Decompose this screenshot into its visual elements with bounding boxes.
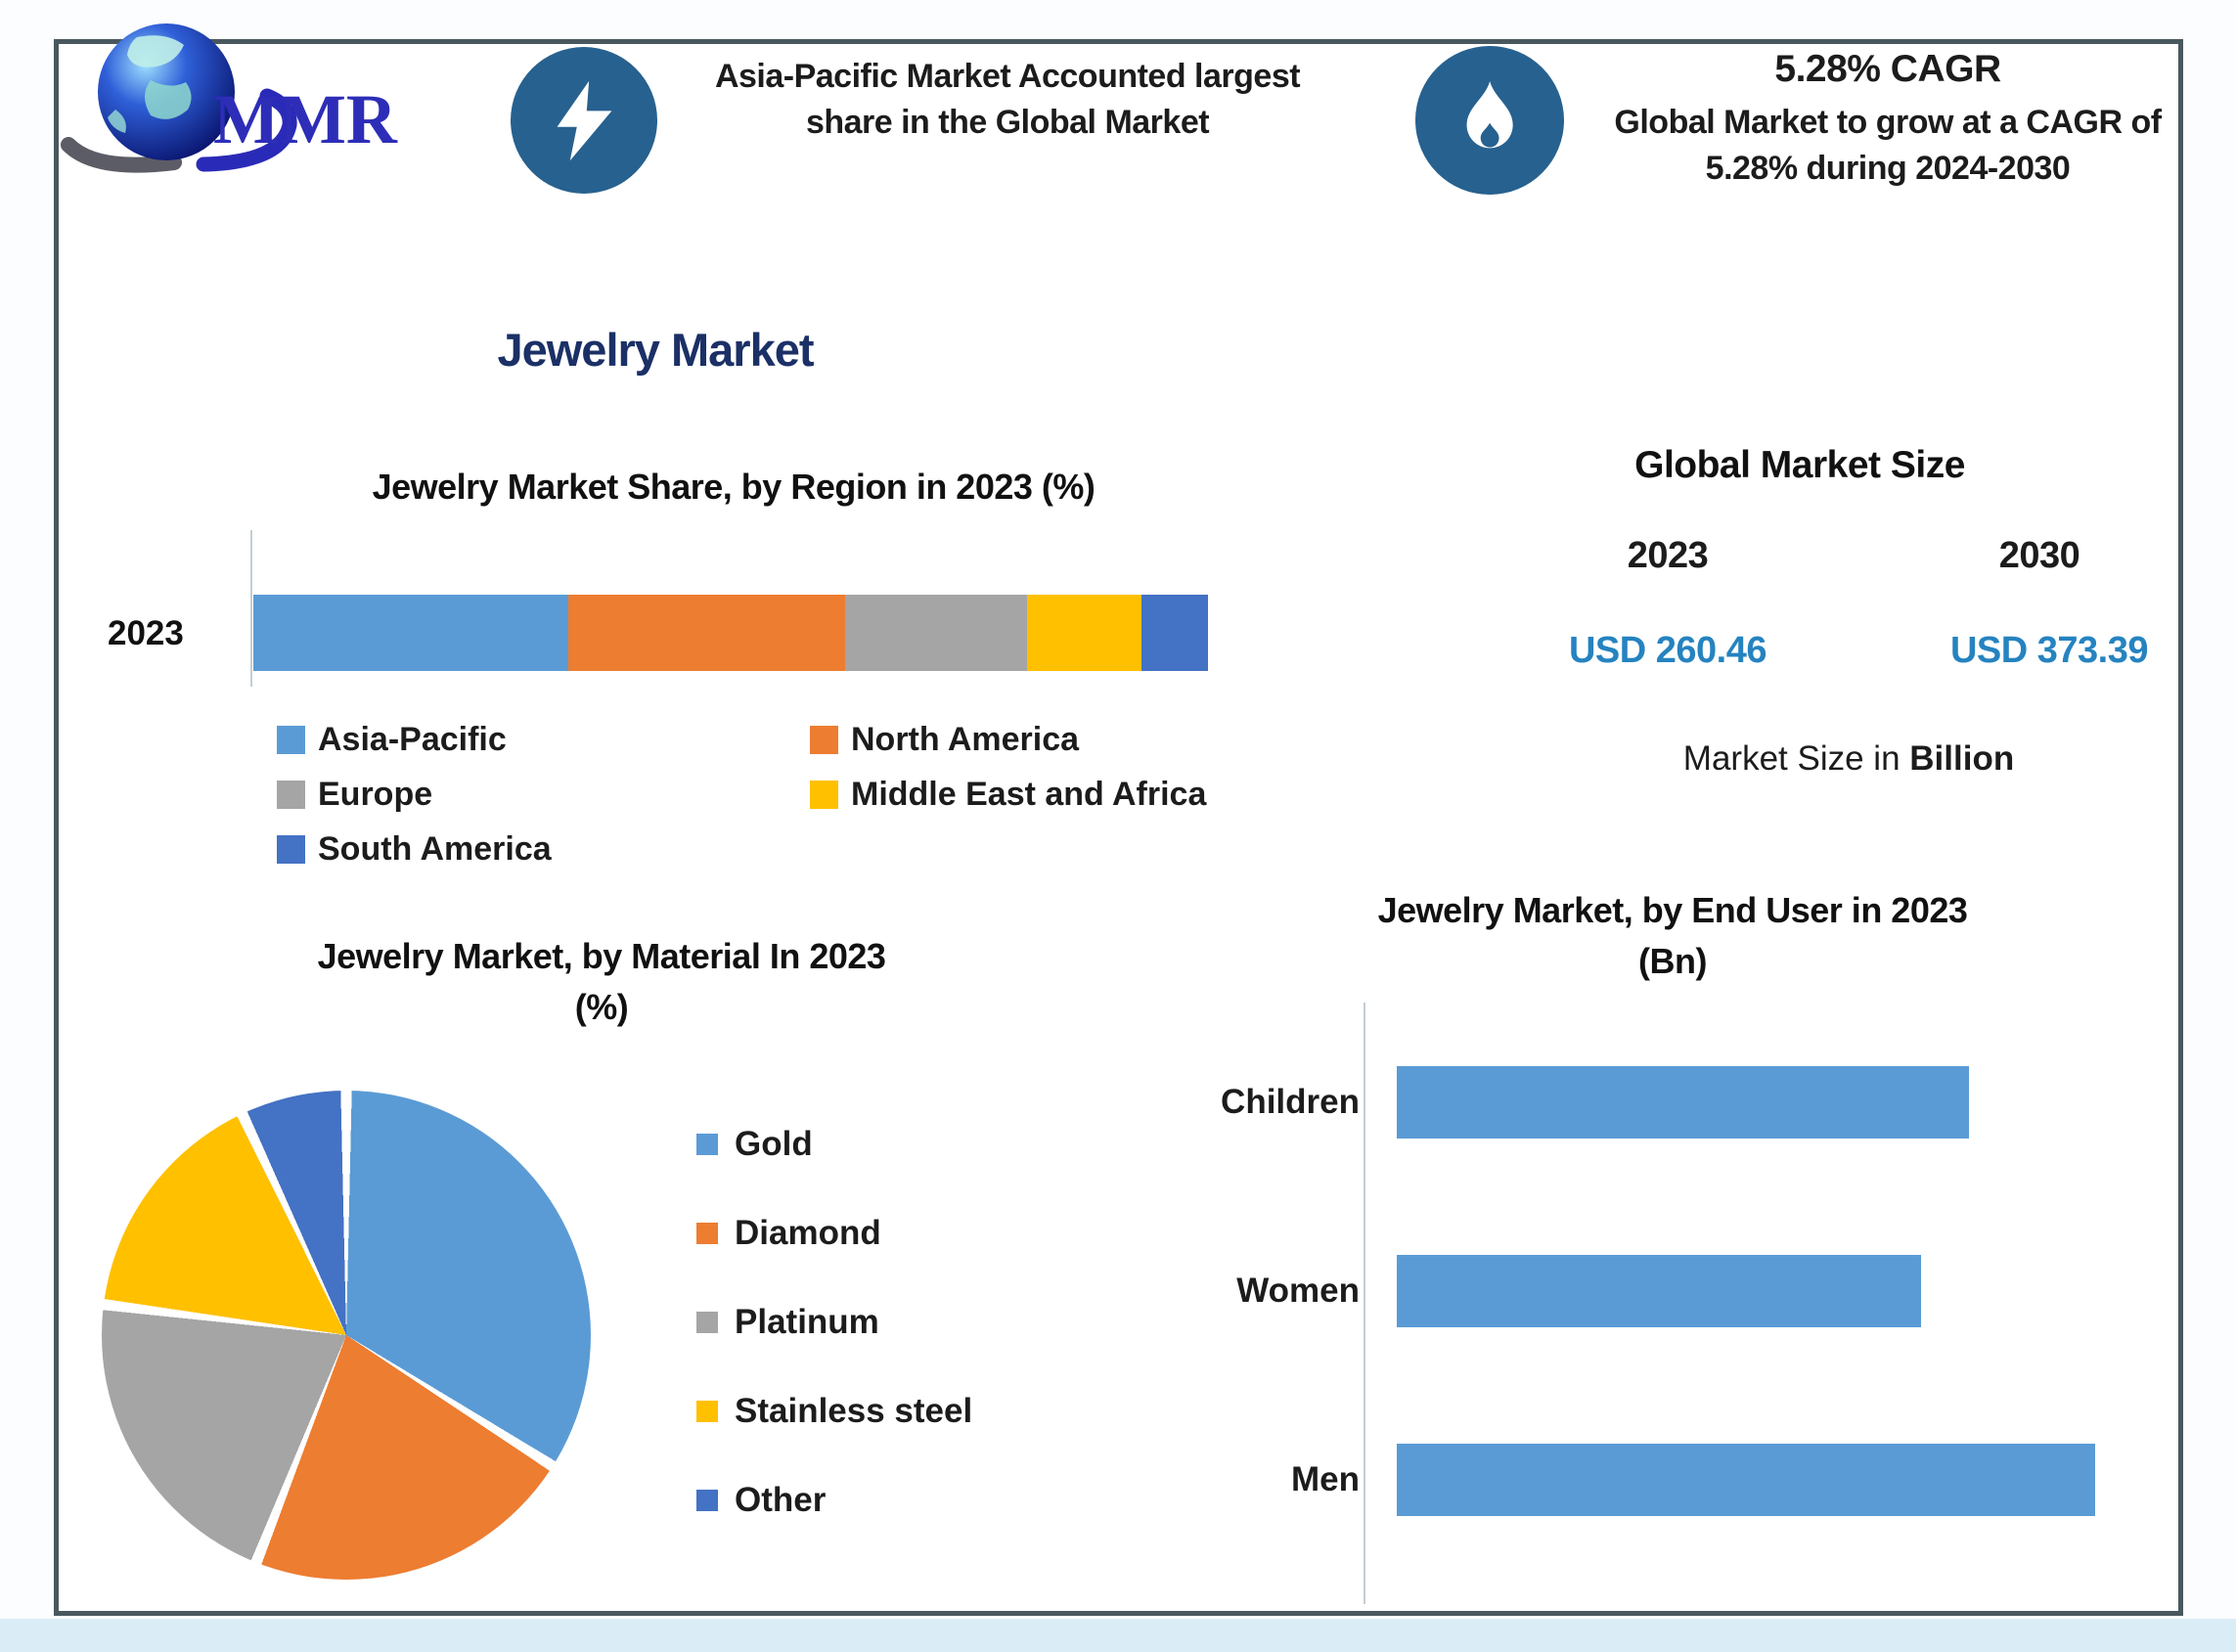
bar-segment-europe (845, 595, 1027, 671)
lightning-badge (511, 47, 657, 194)
material-pie-legend: Gold Diamond Platinum Stainless steel Other (696, 1125, 972, 1570)
lightning-icon (557, 80, 611, 160)
legend-item-south-america: South America (277, 830, 810, 869)
highlight-text-asia-pacific: Asia-Pacific Market Accounted largest sh… (714, 58, 1301, 141)
region-chart-axis (250, 530, 252, 687)
legend-item-north-america: North America (810, 721, 1275, 759)
asia-pacific-swatch (277, 726, 305, 754)
enduser-bar-women (1397, 1255, 1921, 1327)
flame-badge (1415, 46, 1564, 195)
enduser-chart-title-line2: (Bn) (1638, 941, 1707, 982)
material-chart-title-line1: Jewelry Market, by Material In 2023 (317, 936, 886, 976)
enduser-row-children: Children (1140, 1066, 2127, 1139)
legend-item-europe: Europe (277, 776, 810, 814)
enduser-chart-title-line1: Jewelry Market, by End User in 2023 (1377, 890, 1968, 930)
legend-item-asia-pacific: Asia-Pacific (277, 721, 810, 759)
enduser-row-women: Women (1140, 1255, 2127, 1327)
legend-item-middle-east-and-africa: Middle East and Africa (810, 776, 1275, 814)
outer-bottom-strip (0, 1619, 2236, 1652)
cagr-text: Global Market to grow at a CAGR of 5.28%… (1614, 103, 2162, 187)
region-stacked-bar (253, 595, 1208, 671)
enduser-bar-children (1397, 1066, 1969, 1139)
enduser-label-women: Women (1236, 1272, 1360, 1310)
north-america-swatch (810, 726, 838, 754)
enduser-chart-axis (1364, 1003, 1365, 1604)
flame-icon (1466, 80, 1513, 149)
enduser-chart-title: Jewelry Market, by End User in 2023 (Bn) (1252, 885, 2093, 987)
legend-label: Middle East and Africa (851, 776, 1207, 813)
market-size-note-prefix: Market Size in (1682, 739, 1910, 778)
region-chart-title: Jewelry Market Share, by Region in 2023 … (372, 467, 1096, 507)
platinum-swatch (696, 1312, 718, 1333)
bar-segment-middle-east-and-africa (1026, 595, 1141, 671)
legend-item-gold: Gold (696, 1125, 972, 1164)
market-size-year-2030: 2030 (1998, 535, 2080, 576)
legend-label: North America (851, 721, 1080, 758)
legend-item-other: Other (696, 1481, 972, 1520)
logo-text: MMR (213, 80, 398, 158)
legend-item-stainless-steel: Stainless steel (696, 1392, 972, 1431)
mmr-logo: MMR (57, 16, 399, 177)
material-chart-title-line2: (%) (574, 987, 629, 1028)
page-title: Jewelry Market (497, 324, 814, 376)
legend-label: Gold (735, 1125, 813, 1163)
enduser-label-men: Men (1291, 1460, 1360, 1498)
bar-segment-north-america (568, 595, 846, 671)
legend-label: Diamond (735, 1214, 881, 1252)
market-size-title: Global Market Size (1634, 444, 1965, 486)
legend-label: South America (318, 830, 552, 868)
market-size-value-2030: USD 373.39 (1949, 630, 2149, 671)
legend-item-platinum: Platinum (696, 1303, 972, 1342)
enduser-bar-men (1397, 1444, 2095, 1516)
bar-segment-asia-pacific (253, 595, 569, 671)
region-legend: Asia-Pacific North America Europe Middle Ea… (277, 721, 1275, 869)
stainless-steel-swatch (696, 1401, 718, 1422)
globe-icon: MMR (61, 23, 398, 173)
legend-label: Platinum (735, 1303, 879, 1341)
enduser-label-children: Children (1221, 1083, 1360, 1121)
legend-label: Stainless steel (735, 1392, 973, 1430)
highlight-cagr-block: 5.28% CAGR Global Market to grow at a CA… (1580, 43, 2196, 192)
material-chart-title: Jewelry Market, by Material In 2023 (%) (137, 931, 1066, 1033)
europe-swatch (277, 781, 305, 809)
region-axis-label-2023: 2023 (108, 614, 184, 652)
middle-east-and-africa-swatch (810, 781, 838, 809)
gold-swatch (696, 1134, 718, 1155)
legend-label: Europe (318, 776, 433, 813)
market-size-note-unit: Billion (1909, 739, 2015, 778)
other-swatch (696, 1490, 718, 1511)
market-size-note: Market Size in Billion (1536, 739, 2162, 779)
market-size-value-2023: USD 260.46 (1568, 630, 1767, 671)
diamond-swatch (696, 1223, 718, 1244)
legend-label: Asia-Pacific (318, 721, 507, 758)
cagr-title: 5.28% CAGR (1774, 48, 2001, 90)
enduser-row-men: Men (1140, 1444, 2127, 1516)
market-size-year-2023: 2023 (1627, 535, 1709, 576)
enduser-bar-chart: Children Women Men (1140, 1066, 2127, 1632)
legend-label: Other (735, 1481, 827, 1519)
bar-segment-south-america (1140, 595, 1208, 671)
south-america-swatch (277, 835, 305, 864)
material-pie-chart (102, 1091, 591, 1580)
legend-item-diamond: Diamond (696, 1214, 972, 1253)
